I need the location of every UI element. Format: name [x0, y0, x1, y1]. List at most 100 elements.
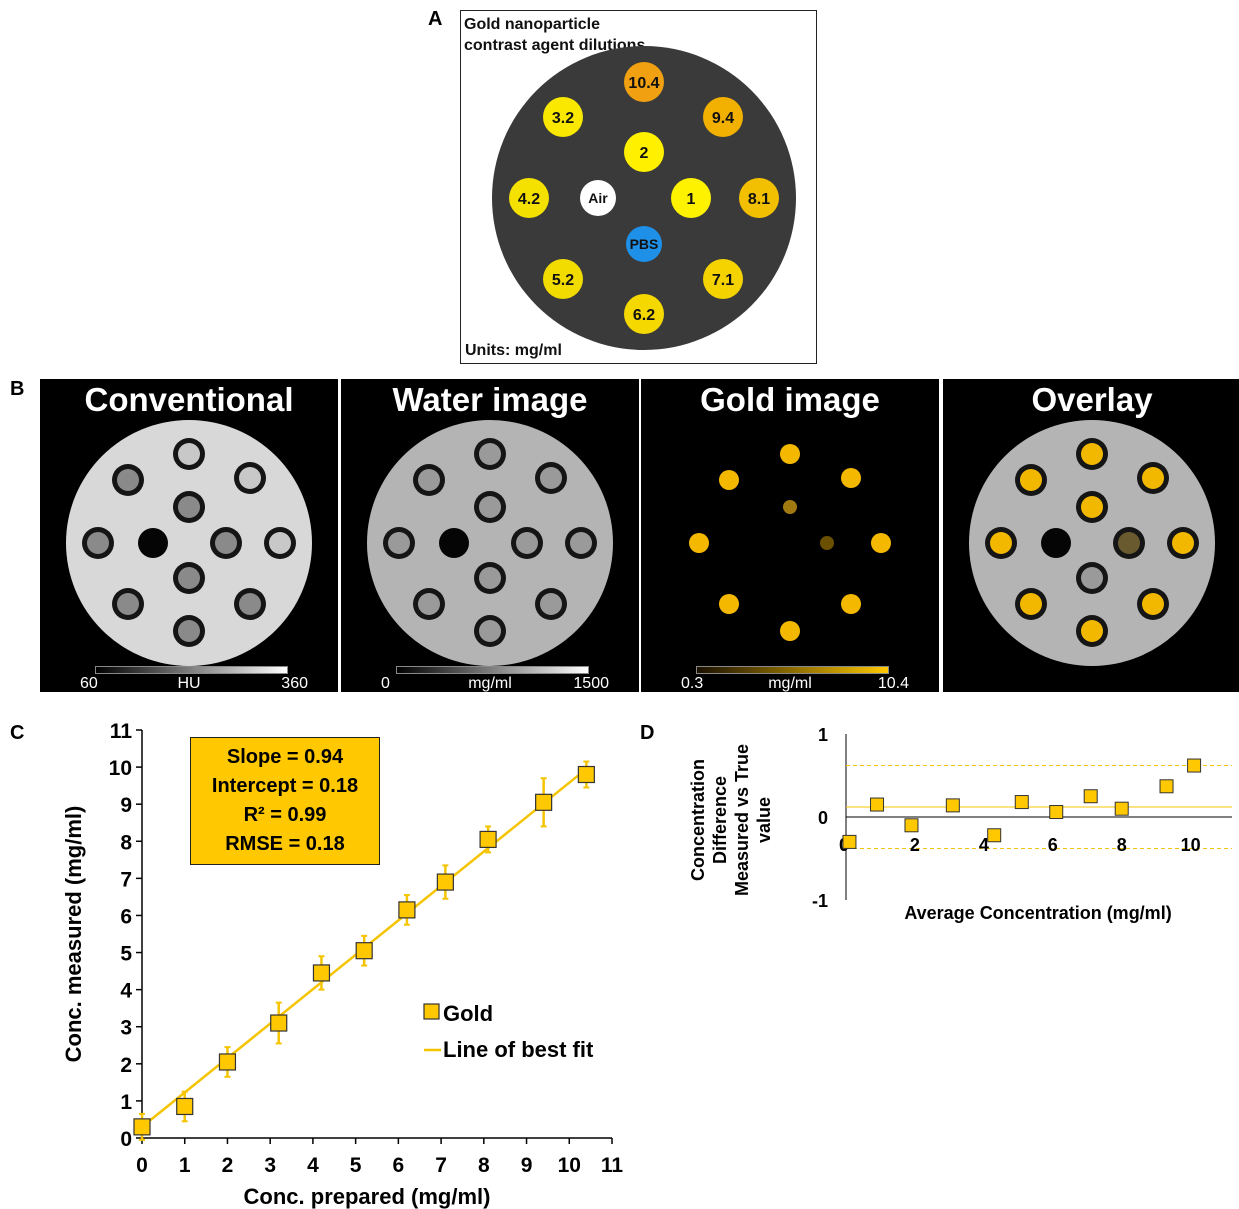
well-10.4 — [624, 62, 664, 102]
units-label: Units: mg/ml — [465, 342, 562, 359]
insert-fill — [1020, 593, 1042, 615]
well-label: 5.2 — [552, 272, 574, 289]
y-tick-label: 9 — [120, 794, 132, 817]
y-axis-title-line: Measured vs True — [732, 744, 752, 896]
y-axis-title-line: value — [754, 797, 774, 843]
x-tick-label: 1 — [179, 1154, 191, 1177]
panel-letter-d: D — [640, 722, 655, 744]
well-label: 8.1 — [748, 191, 770, 208]
ct-image-title: Overlay — [1031, 381, 1153, 418]
well-3.2 — [543, 97, 583, 137]
y-tick-label: 2 — [120, 1054, 132, 1077]
x-tick-label: 6 — [393, 1154, 405, 1177]
data-point — [870, 797, 885, 812]
fit-intercept: Intercept = 0.18 — [211, 775, 359, 797]
well-6.2 — [624, 294, 664, 334]
well-label: Air — [588, 190, 608, 206]
phantom-diagram: 10.4 9.4 8.1 7.1 6.2 5.2 4.2 3.2 2 1 Air PBS — [492, 46, 796, 350]
well-label: 9.4 — [712, 110, 734, 127]
air-insert — [138, 528, 168, 558]
y-tick-label: 0 — [120, 1128, 132, 1151]
well-8.1 — [739, 178, 779, 218]
data-point — [133, 1118, 151, 1136]
fit-statistics-box: Slope = 0.94 Intercept = 0.18 R² = 0.99 … — [190, 737, 380, 865]
well-label: 3.2 — [552, 110, 574, 127]
gold-spot — [689, 533, 709, 553]
y-tick-label: 5 — [120, 943, 132, 966]
insert-fill — [178, 620, 200, 642]
colorbar-min-label: 0 — [381, 675, 390, 692]
x-tick-label: 10 — [1181, 835, 1201, 855]
insert-fill — [239, 593, 261, 615]
colorbar-max-label: 1500 — [573, 675, 609, 692]
y-tick-label: 11 — [110, 720, 133, 743]
data-point — [312, 964, 331, 982]
data-point — [355, 942, 373, 960]
chart-c-calibration: 0 1 2 3 4 5 6 7 8 9 10 11 0 1 2 3 4 5 6 7 8 9 10 11 Conc. prepar… — [61, 720, 624, 1209]
data-point — [1049, 805, 1064, 820]
x-tick-label: 3 — [264, 1154, 276, 1177]
gold-spot — [780, 621, 800, 641]
schematic-title: Gold nanoparticle contrast agent dilutio… — [464, 16, 646, 54]
insert-fill — [479, 443, 501, 465]
y-tick-label: 0 — [818, 808, 828, 828]
ct-image-0: Conventional 60 HU 360 — [40, 379, 338, 692]
colorbar — [696, 666, 889, 674]
ct-image-title: Gold image — [700, 381, 880, 418]
insert-fill — [479, 567, 501, 589]
colorbar-unit-label: mg/ml — [468, 675, 512, 692]
ct-image-title: Conventional — [84, 381, 294, 418]
gold-spot — [871, 533, 891, 553]
y-tick-label: 6 — [120, 905, 132, 928]
well-label: 2 — [640, 145, 649, 162]
chart-d-bland-altman: -1010246810Average Concentration (mg/ml)… — [688, 725, 1232, 923]
well-label: 10.4 — [628, 75, 659, 92]
gold-spot — [783, 500, 797, 514]
x-tick-label: 7 — [435, 1154, 447, 1177]
insert-fill — [540, 467, 562, 489]
insert-fill — [215, 532, 237, 554]
gold-spot — [820, 536, 834, 550]
insert-fill — [178, 496, 200, 518]
air-insert — [1041, 528, 1071, 558]
data-point — [1187, 758, 1202, 773]
well-air — [580, 180, 616, 216]
data-point — [987, 828, 1002, 843]
insert-fill — [1081, 567, 1103, 589]
y-tick-label: 10 — [109, 757, 132, 780]
x-tick-label: 2 — [222, 1154, 234, 1177]
insert-fill — [418, 469, 440, 491]
insert-fill — [117, 593, 139, 615]
data-point — [945, 798, 960, 813]
insert-fill — [418, 593, 440, 615]
insert-fill — [1172, 532, 1194, 554]
x-tick-label: 8 — [478, 1154, 490, 1177]
fit-r-squared: R² = 0.99 — [243, 804, 327, 826]
x-tick-label: 4 — [979, 835, 989, 855]
x-axis-title: Conc. prepared (mg/ml) — [244, 1184, 491, 1209]
data-point — [1083, 789, 1098, 804]
data-point — [398, 901, 416, 919]
gold-spot — [719, 470, 739, 490]
insert-fill — [479, 620, 501, 642]
insert-fill — [990, 532, 1012, 554]
legend-label-gold: Gold — [443, 1001, 493, 1026]
colorbar-max-label: 10.4 — [877, 675, 909, 692]
well-9.4 — [703, 97, 743, 137]
insert-fill — [1142, 593, 1164, 615]
data-point — [436, 873, 454, 891]
gold-spot — [841, 594, 861, 614]
phantom-schematic: Gold nanoparticle contrast agent dilutio… — [460, 10, 817, 364]
insert-fill — [479, 496, 501, 518]
x-tick-label: 9 — [521, 1154, 533, 1177]
data-point — [218, 1053, 237, 1071]
well-7.1 — [703, 259, 743, 299]
insert-fill — [1081, 496, 1103, 518]
x-tick-label: 11 — [601, 1154, 624, 1177]
data-point — [176, 1097, 194, 1116]
x-tick-label: 5 — [350, 1154, 362, 1177]
well-4.2 — [509, 178, 549, 218]
colorbar-min-label: 0.3 — [681, 675, 704, 692]
y-axis-title: Concentration Difference Measured vs True v… — [688, 744, 774, 896]
x-tick-label: 2 — [910, 835, 920, 855]
